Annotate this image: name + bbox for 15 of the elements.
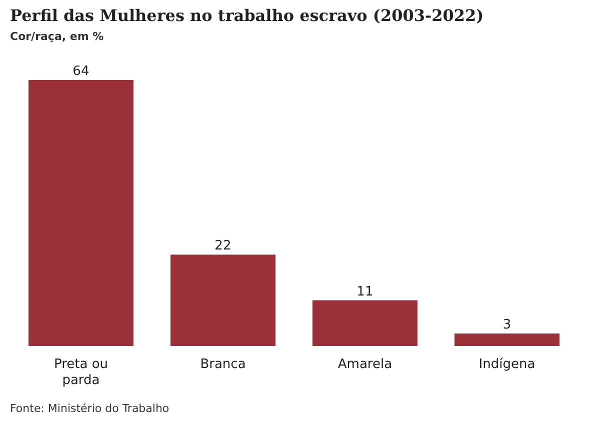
data-label: 11	[356, 284, 374, 300]
chart-subtitle: Cor/raça, em %	[10, 30, 104, 43]
source-note: Fonte: Ministério do Trabalho	[10, 402, 170, 415]
data-label: 64	[72, 64, 90, 79]
bar	[312, 300, 418, 346]
chart-title: Perfil das Mulheres no trabalho escravo (2003-2022)	[10, 6, 484, 25]
bar	[28, 80, 134, 346]
x-tick-label: Branca	[200, 357, 246, 372]
bar	[454, 334, 560, 346]
data-label: 22	[214, 238, 232, 254]
data-label: 3	[502, 318, 512, 333]
x-tick-label: Amarela	[338, 357, 392, 372]
x-tick-label: Preta ou parda	[54, 357, 108, 388]
x-tick-label: Indígena	[478, 357, 536, 372]
bar	[170, 254, 276, 346]
